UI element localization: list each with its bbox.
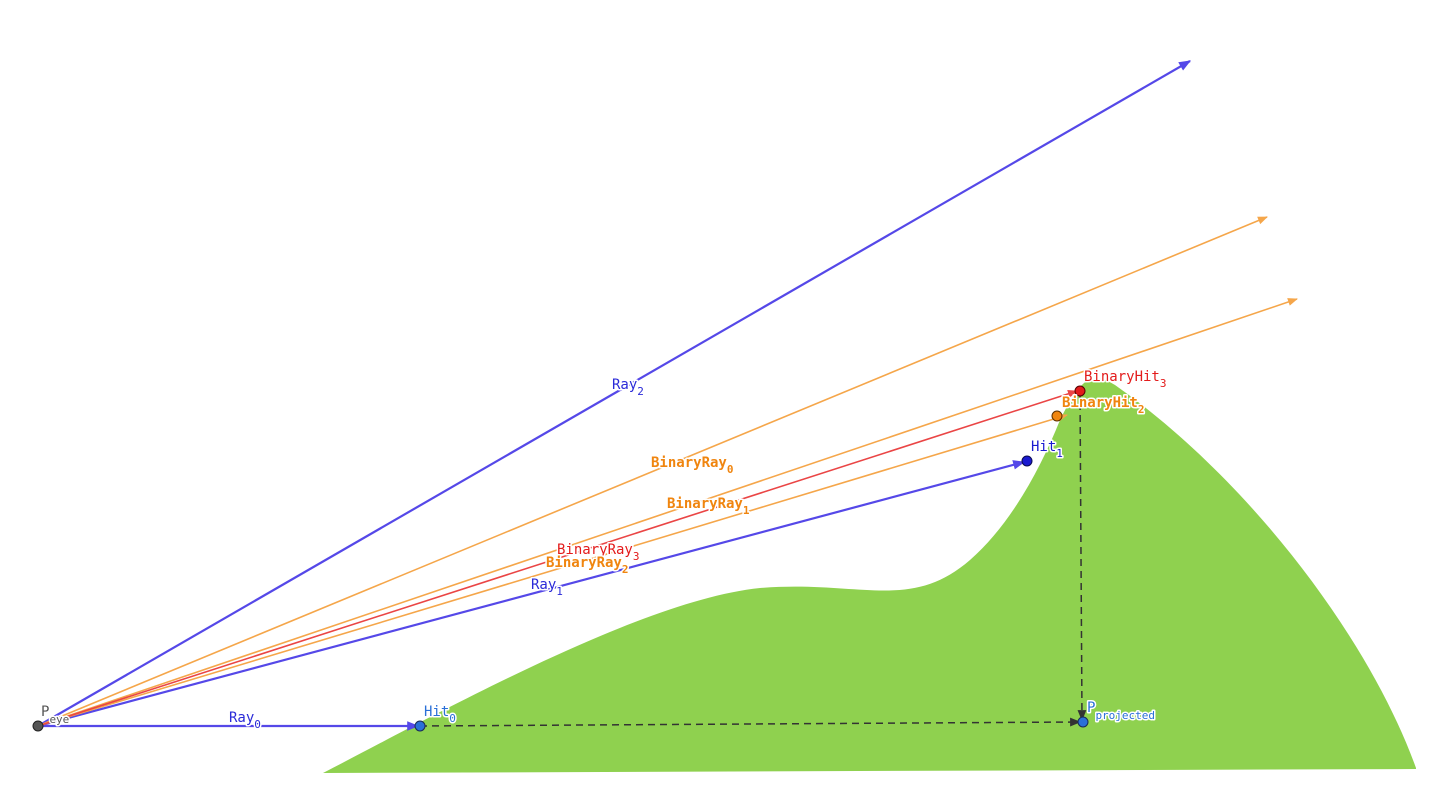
ray-1-label-sub: 1 (556, 585, 563, 598)
binary-ray-1-line (37, 298, 1298, 727)
binary-hit-2-label: BinaryHit2 (1062, 395, 1144, 416)
projected-label-sub: projected (1095, 709, 1155, 722)
hit-0-label: Hit0 (424, 704, 456, 725)
binary-ray-0-label: BinaryRay0 (651, 455, 733, 476)
binary-ray-1-label: BinaryRay1 (667, 496, 750, 517)
hit-0-point (414, 720, 426, 732)
binary-ray-2-label: BinaryRay2 (546, 555, 628, 576)
binary-ray-0-line (37, 216, 1268, 727)
hit-0-label-sub: 0 (449, 712, 456, 725)
projected-label-main: P (1087, 700, 1095, 716)
ray-2-label-main: Ray (612, 377, 637, 393)
binary-ray-2-label-main: BinaryRay (546, 555, 622, 571)
binary-ray-3-label-main: BinaryRay (557, 542, 633, 558)
projected-label: Pprojected (1087, 700, 1155, 722)
eye-point (32, 720, 44, 732)
binary-hit-2-label-sub: 2 (1138, 403, 1145, 416)
projection-horizontal-line (419, 717, 1082, 727)
ray-1-label: Ray1 (531, 577, 563, 598)
ray-1-label-main: Ray (531, 577, 556, 593)
binary-ray-0-label-sub: 0 (727, 463, 734, 476)
binary-ray-0-label-main: BinaryRay (651, 455, 727, 471)
binary-ray-1-label-main: BinaryRay (667, 496, 743, 512)
ray-2-line (37, 60, 1192, 727)
eye-label-sub: eye (49, 713, 69, 726)
binary-hit-3-label-sub: 3 (1160, 377, 1167, 390)
binary-ray-3-line (37, 389, 1078, 727)
binary-ray-2-label-sub: 2 (622, 563, 629, 576)
hit-1-point (1021, 455, 1033, 467)
hit-1-label-sub: 1 (1056, 447, 1063, 460)
binary-hit-2-label-main: BinaryHit (1062, 395, 1138, 411)
hit-0-label-main: Hit (424, 704, 449, 720)
ray-2-label: Ray2 (612, 377, 644, 398)
eye-label: Peye (41, 704, 69, 726)
eye-label-main: P (41, 704, 49, 720)
binary-ray-1-label-sub: 1 (743, 504, 750, 517)
ray-1-line (37, 460, 1026, 728)
ray-0-label: Ray0 (229, 710, 261, 731)
projection-vertical-line (1077, 390, 1087, 722)
binary-hit-3-point (1074, 385, 1086, 397)
hit-1-label-main: Hit (1031, 439, 1056, 455)
ray-0-label-main: Ray (229, 710, 254, 726)
binary-ray-3-label: BinaryRay3 (557, 542, 639, 563)
binary-ray-3-label-sub: 3 (633, 550, 640, 563)
hit-1-label: Hit1 (1031, 439, 1063, 460)
binary-hit-3-label-main: BinaryHit (1084, 369, 1160, 385)
binary-hit-3-label: BinaryHit3 (1084, 369, 1166, 390)
ray-0-label-sub: 0 (254, 718, 261, 731)
terrain-shape (323, 378, 1416, 773)
ray-2-label-sub: 2 (637, 385, 644, 398)
binary-hit-2-point (1051, 410, 1063, 422)
projected-point (1077, 716, 1089, 728)
binary-ray-2-line (37, 413, 1068, 727)
